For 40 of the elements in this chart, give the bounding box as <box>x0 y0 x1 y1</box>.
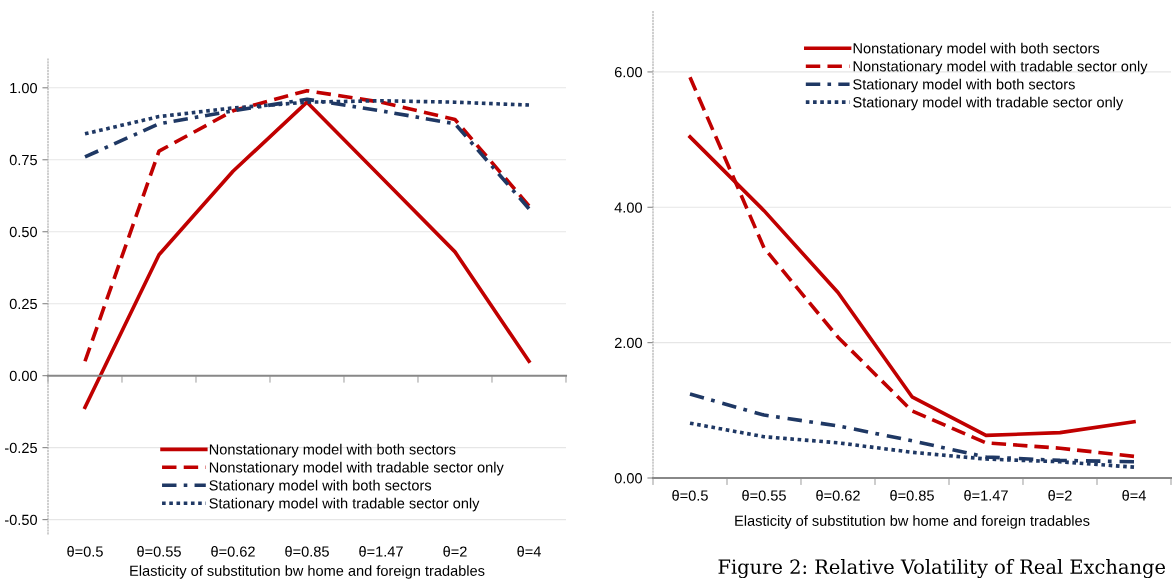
legend-label: Nonstationary model with both sectors <box>209 443 456 458</box>
x-tick-label: θ=0.5 <box>67 546 103 557</box>
x-tick-label: θ=4 <box>517 546 541 557</box>
y-tick-label: 0.50 <box>9 226 38 238</box>
legend-label: Nonstationary model with tradable sector only <box>209 461 504 476</box>
caption: Figure 2: Relative Volatility of Real Exchange <box>718 559 1166 579</box>
legend-label: Stationary model with tradable sector only <box>853 96 1124 111</box>
x-tick-label: θ=0.55 <box>742 490 786 501</box>
legend-label: Nonstationary model with both sectors <box>853 42 1100 57</box>
y-tick-label: 0.00 <box>9 370 38 382</box>
y-tick-label: 4.00 <box>614 202 643 213</box>
legend-label: Nonstationary model with tradable sector only <box>853 60 1148 75</box>
x-axis-title: Elasticity of substitution bw home and foreign tradables <box>735 515 1090 529</box>
y-tick-label: -0.50 <box>4 514 38 526</box>
y-tick-label: 0.00 <box>614 473 643 484</box>
x-tick-label: θ=1.47 <box>964 490 1008 501</box>
legend-label: Stationary model with tradable sector only <box>209 497 480 512</box>
x-tick-label: θ=0.55 <box>137 546 181 557</box>
x-tick-label: θ=0.85 <box>890 490 934 501</box>
x-tick-label: θ=0.62 <box>816 490 860 501</box>
legend-label: Stationary model with both sectors <box>209 479 432 494</box>
x-tick-label: θ=1.47 <box>359 546 403 557</box>
x-tick-label: θ=2 <box>443 546 467 557</box>
line-series <box>688 75 1136 459</box>
y-tick-label: 2.00 <box>614 337 643 349</box>
x-tick-label: θ=2 <box>1048 490 1072 501</box>
y-tick-label: 6.00 <box>614 67 643 78</box>
y-tick-label: 1.00 <box>10 82 38 94</box>
y-tick-label: 0.75 <box>9 154 37 166</box>
y-tick-label: 0.25 <box>9 298 37 310</box>
x-tick-label: θ=0.5 <box>672 490 708 501</box>
legend-label: Stationary model with both sectors <box>853 78 1075 93</box>
x-tick-label: θ=0.62 <box>211 546 255 557</box>
line-series <box>83 97 531 211</box>
x-tick-label: θ=4 <box>1122 490 1146 501</box>
x-axis-title: Elasticity of substitution bw home and foreign tradables <box>130 565 485 579</box>
line-series <box>83 100 531 410</box>
x-tick-label: θ=0.85 <box>285 546 329 557</box>
line-series <box>83 88 531 364</box>
y-tick-label: -0.25 <box>4 442 37 454</box>
